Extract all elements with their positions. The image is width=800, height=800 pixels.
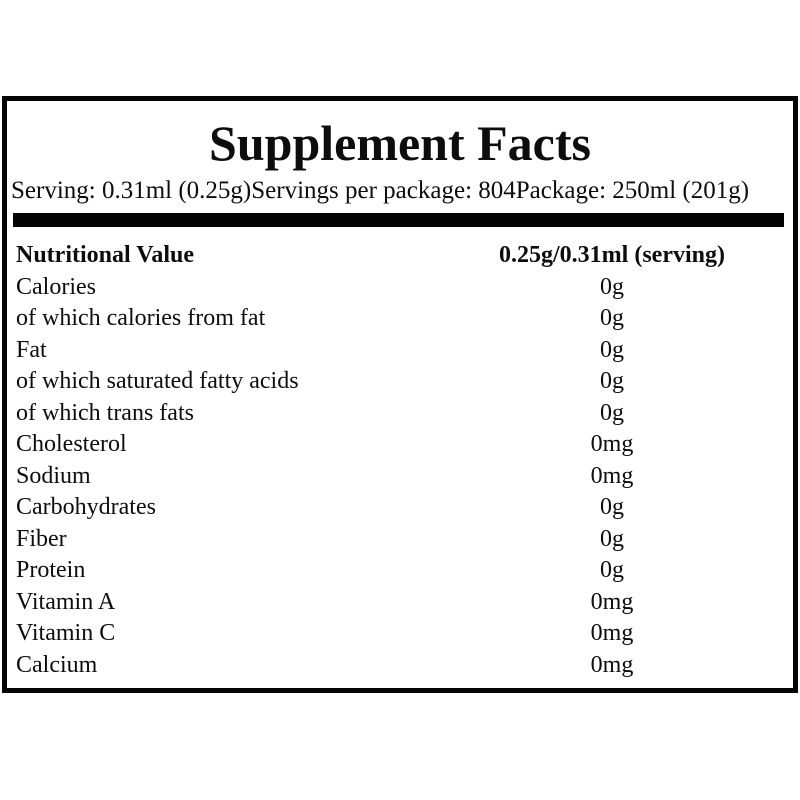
row-label: Fat (16, 336, 47, 363)
thick-divider-bar (13, 213, 784, 227)
table-row-cholesterol: Cholesterol 0mg (7, 429, 793, 461)
supplement-facts-panel: Supplement Facts Serving: 0.31ml (0.25g)… (2, 96, 798, 693)
row-value: 0g (600, 336, 624, 363)
table-row-fat: Fat 0g (7, 335, 793, 367)
row-label: Calories (16, 273, 96, 300)
table-row-vitamin-c: Vitamin C 0mg (7, 618, 793, 650)
row-label: of which trans fats (16, 399, 194, 426)
row-value: 0mg (590, 651, 634, 678)
row-value: 0mg (590, 431, 634, 457)
row-value: 0mg (590, 462, 634, 489)
table-header-row: Nutritional Value 0.25g/0.31ml (serving) (7, 240, 793, 272)
row-label: of which calories from fat (16, 305, 266, 331)
row-value: 0g (600, 399, 624, 426)
column-header-nutritional-value: Nutritional Value (16, 242, 195, 268)
row-value: 0g (600, 273, 624, 300)
panel-title: Supplement Facts (209, 115, 591, 171)
row-value: 0mg (590, 588, 634, 615)
row-label: Cholesterol (16, 431, 127, 457)
table-row-calcium: Calcium 0mg (7, 650, 793, 682)
row-label: Sodium (16, 462, 91, 489)
table-row-calories: Calories 0g (7, 272, 793, 304)
table-row-saturated-fatty-acids: of which saturated fatty acids 0g (7, 366, 793, 398)
row-label: Fiber (16, 525, 67, 552)
serving-size-text: Serving: 0.31ml (0.25g) (11, 177, 252, 204)
table-row-trans-fats: of which trans fats 0g (7, 398, 793, 430)
row-value: 0mg (590, 620, 634, 646)
row-value: 0g (600, 494, 624, 520)
row-value: 0g (600, 557, 624, 583)
table-row-protein: Protein 0g (7, 555, 793, 587)
row-value: 0g (600, 305, 624, 331)
row-label: Vitamin A (16, 588, 116, 615)
row-label: of which saturated fatty acids (16, 368, 299, 394)
serving-info-line: Serving: 0.31ml (0.25g)Servings per pack… (11, 176, 793, 206)
table-row-vitamin-a: Vitamin A 0mg (7, 587, 793, 619)
nutrition-table: Nutritional Value 0.25g/0.31ml (serving)… (7, 240, 793, 681)
column-header-serving-amount: 0.25g/0.31ml (serving) (499, 242, 725, 268)
row-label: Protein (16, 557, 86, 583)
row-value: 0g (600, 525, 624, 552)
row-label: Carbohydrates (16, 494, 156, 520)
row-label: Calcium (16, 651, 98, 678)
table-row-fiber: Fiber 0g (7, 524, 793, 556)
package-size-text: Package: 250ml (201g) (515, 177, 750, 204)
row-label: Vitamin C (16, 620, 116, 646)
table-row-sodium: Sodium 0mg (7, 461, 793, 493)
row-value: 0g (600, 368, 624, 394)
table-row-calories-from-fat: of which calories from fat 0g (7, 303, 793, 335)
servings-per-package-text: Servings per package: 804 (251, 177, 516, 204)
table-row-carbohydrates: Carbohydrates 0g (7, 492, 793, 524)
